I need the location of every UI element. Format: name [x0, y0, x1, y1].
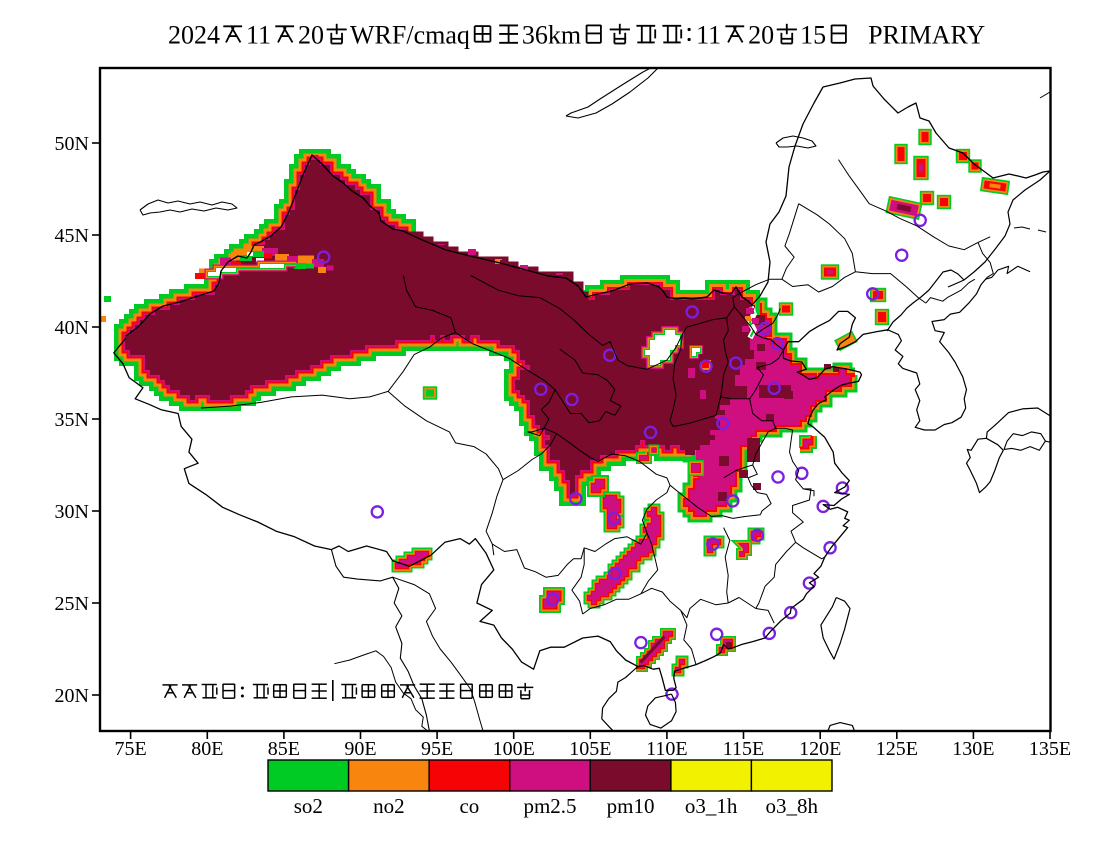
svg-text:PRIMARY: PRIMARY	[868, 21, 985, 50]
svg-text:20: 20	[298, 21, 324, 50]
svg-text:110E: 110E	[646, 738, 687, 760]
svg-text:2024: 2024	[168, 21, 220, 50]
svg-text:75E: 75E	[114, 738, 146, 760]
svg-text:125E: 125E	[876, 738, 918, 760]
svg-text:100E: 100E	[493, 738, 535, 760]
svg-text:so2: so2	[294, 794, 323, 818]
svg-text:20N: 20N	[55, 685, 89, 707]
svg-text:pm10: pm10	[607, 794, 655, 818]
svg-text:pm2.5: pm2.5	[523, 794, 576, 818]
svg-text:15: 15	[800, 21, 826, 50]
svg-text:o3_1h: o3_1h	[685, 794, 738, 818]
svg-text:11: 11	[246, 21, 271, 50]
svg-text:36km: 36km	[522, 21, 581, 50]
svg-text:40N: 40N	[55, 317, 89, 339]
svg-text:105E: 105E	[569, 738, 611, 760]
svg-text:WRF/cmaq: WRF/cmaq	[350, 21, 470, 50]
svg-text:45N: 45N	[55, 225, 89, 247]
svg-text:115E: 115E	[723, 738, 764, 760]
svg-text:o3_8h: o3_8h	[765, 794, 818, 818]
svg-text:95E: 95E	[421, 738, 453, 760]
svg-text:20: 20	[748, 21, 774, 50]
svg-text:35N: 35N	[55, 409, 89, 431]
svg-text:30N: 30N	[55, 501, 89, 523]
svg-text:80E: 80E	[191, 738, 223, 760]
svg-text:120E: 120E	[799, 738, 841, 760]
svg-text:co: co	[459, 794, 479, 818]
svg-text:50N: 50N	[55, 133, 89, 155]
svg-text:25N: 25N	[55, 593, 89, 615]
svg-text:90E: 90E	[344, 738, 376, 760]
svg-text:11: 11	[696, 21, 721, 50]
svg-text:no2: no2	[373, 794, 405, 818]
svg-text:135E: 135E	[1029, 738, 1071, 760]
svg-text:85E: 85E	[268, 738, 300, 760]
svg-text:130E: 130E	[952, 738, 994, 760]
